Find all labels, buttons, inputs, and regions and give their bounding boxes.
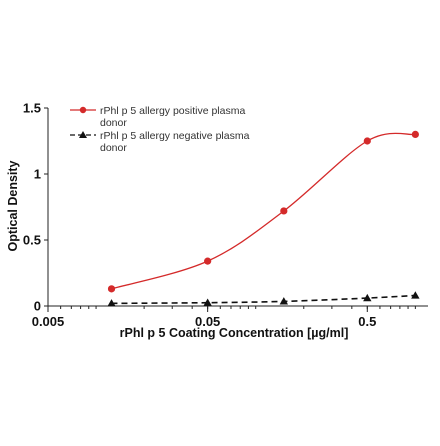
x-tick-label: 0.5	[358, 314, 376, 329]
x-axis-label: rPhl p 5 Coating Concentration [µg/ml]	[120, 326, 349, 340]
legend-swatch-triangle	[79, 131, 87, 138]
y-tick-label: 0.5	[23, 233, 41, 248]
y-tick-label: 1.5	[23, 101, 41, 116]
data-point-circle	[411, 130, 419, 138]
series-line	[111, 132, 416, 290]
series-negative	[107, 291, 420, 307]
legend-swatch-circle	[79, 106, 87, 114]
x-tick-label: 0.005	[32, 314, 65, 329]
y-tick-label: 1	[34, 167, 41, 182]
legend: rPhl p 5 allergy positive plasmadonorrPh…	[70, 105, 250, 154]
data-point-triangle	[411, 291, 420, 299]
x-tick-label: 0.05	[195, 314, 220, 329]
legend-label: donor	[100, 142, 127, 154]
data-point-circle	[107, 285, 116, 293]
legend-label: rPhl p 5 allergy negative plasma	[100, 130, 250, 142]
data-point-triangle	[107, 299, 116, 307]
y-axis-label: Optical Density	[6, 160, 20, 251]
series-positive	[107, 130, 419, 293]
data-point-triangle	[363, 293, 372, 302]
data-point-circle	[280, 207, 288, 215]
series-layer	[107, 130, 420, 307]
y-tick-label: 0	[34, 299, 41, 314]
data-point-triangle	[203, 298, 212, 306]
data-point-triangle	[279, 297, 289, 305]
data-point-circle	[204, 257, 212, 265]
data-point-circle	[363, 137, 371, 145]
legend-label: rPhl p 5 allergy positive plasma	[100, 105, 245, 117]
legend-label: donor	[100, 117, 127, 129]
